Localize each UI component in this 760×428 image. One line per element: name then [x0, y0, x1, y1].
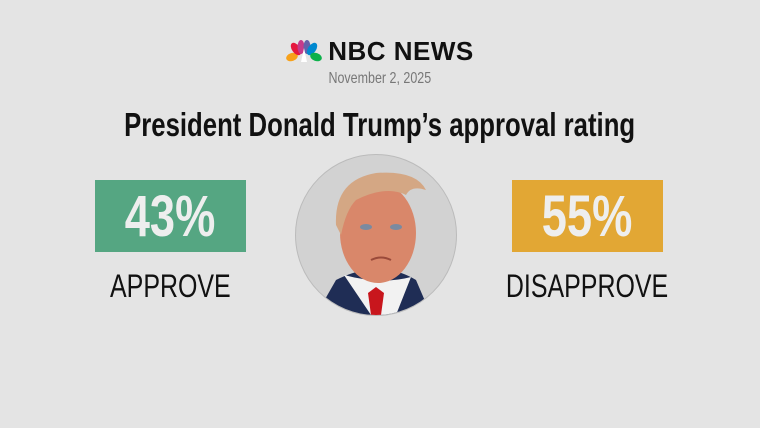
- approve-value: 43%: [125, 183, 216, 249]
- approve-label-text: APPROVE: [109, 268, 231, 304]
- disapprove-label: DISAPPROVE: [477, 268, 697, 305]
- nbc-news-logo: NBC NEWS: [0, 36, 760, 66]
- portrait-photo: [295, 154, 457, 316]
- brand-name: NBC NEWS: [328, 36, 474, 66]
- portrait-illustration: [316, 172, 431, 315]
- approve-value-box: 43%: [95, 180, 246, 252]
- title-text: President Donald Trump’s approval rating: [124, 106, 636, 143]
- disapprove-value: 55%: [542, 183, 633, 249]
- disapprove-label-text: DISAPPROVE: [505, 268, 669, 304]
- date: November 2, 2025: [0, 70, 760, 88]
- approve-label: APPROVE: [60, 268, 280, 305]
- page-title: President Donald Trump’s approval rating: [0, 106, 760, 144]
- nbc-peacock-icon: [286, 39, 323, 62]
- disapprove-value-box: 55%: [512, 180, 663, 252]
- date-text: November 2, 2025: [328, 70, 432, 87]
